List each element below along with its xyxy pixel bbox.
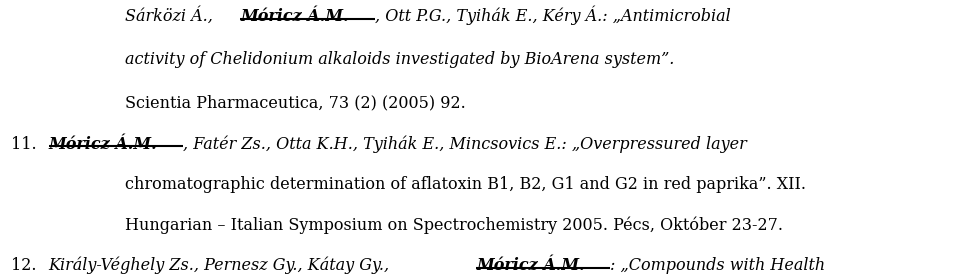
Text: , Fatér Zs., Otta K.H., Tyihák E., Mincsovics E.: „Overpressured layer: , Fatér Zs., Otta K.H., Tyihák E., Mincs… <box>183 135 747 153</box>
Text: Móricz Á.M.: Móricz Á.M. <box>240 8 349 25</box>
Text: , Ott P.G., Tyihák E., Kéry Á.: „Antimicrobial: , Ott P.G., Tyihák E., Kéry Á.: „Antimic… <box>375 6 731 25</box>
Text: Király-Véghely Zs., Pernesz Gy., Kátay Gy.,: Király-Véghely Zs., Pernesz Gy., Kátay G… <box>48 257 395 274</box>
Text: Móricz Á.M.: Móricz Á.M. <box>476 257 585 274</box>
Text: chromatographic determination of aflatoxin B1, B2, G1 and G2 in red paprika”. XI: chromatographic determination of aflatox… <box>126 176 807 193</box>
Text: Sárközi Á.,: Sárközi Á., <box>126 8 219 25</box>
Text: activity of Chelidonium alkaloids investigated by BioArena system”.: activity of Chelidonium alkaloids invest… <box>126 51 675 68</box>
Text: Scientia Pharmaceutica, 73 (2) (2005) 92.: Scientia Pharmaceutica, 73 (2) (2005) 92… <box>126 94 466 111</box>
Text: Móricz Á.M.: Móricz Á.M. <box>49 136 157 153</box>
Text: : „Compounds with Health: : „Compounds with Health <box>611 257 826 274</box>
Text: Hungarian – Italian Symposium on Spectrochemistry 2005. Pécs, Október 23-27.: Hungarian – Italian Symposium on Spectro… <box>126 217 784 234</box>
Text: 11.: 11. <box>11 136 41 153</box>
Text: 12.: 12. <box>11 257 41 274</box>
